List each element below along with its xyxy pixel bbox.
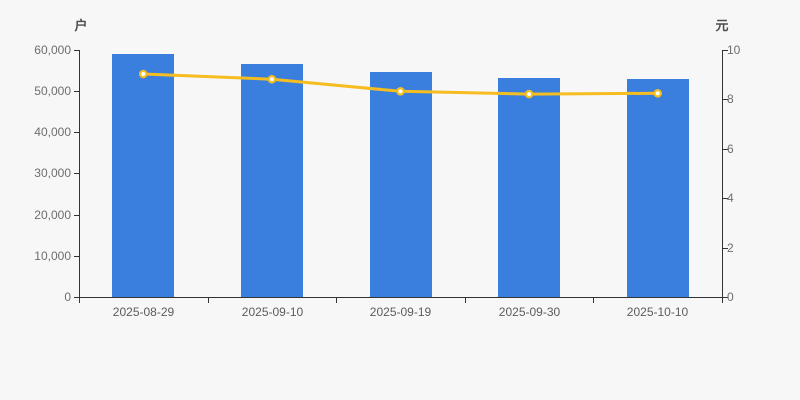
x-axis-tick [593, 298, 594, 303]
left-axis-tick [74, 132, 79, 133]
line-data-point[interactable] [396, 87, 405, 96]
left-axis-tick-label: 40,000 [34, 125, 71, 139]
x-axis-tick [722, 298, 723, 303]
left-axis-tick [74, 215, 79, 216]
right-axis-unit-label: 元 [715, 18, 729, 33]
x-axis-tick [336, 298, 337, 303]
left-axis-unit-label: 户 [74, 18, 88, 33]
right-y-axis-line [722, 50, 723, 299]
x-axis-tick [465, 298, 466, 303]
left-axis-tick [74, 91, 79, 92]
bar[interactable] [370, 72, 432, 297]
x-axis-category-label: 2025-08-29 [112, 305, 175, 319]
x-axis-tick [79, 298, 80, 303]
left-axis-tick-label: 10,000 [34, 249, 71, 263]
line-data-point[interactable] [524, 89, 534, 99]
right-axis-tick-label: 4 [727, 191, 734, 205]
left-axis-tick [74, 50, 79, 51]
left-axis-tick-label: 50,000 [34, 84, 71, 98]
right-axis-tick-label: 10 [727, 43, 741, 57]
x-axis-tick [208, 298, 209, 303]
x-axis-category-label: 2025-09-10 [241, 305, 304, 319]
x-axis-line [79, 297, 723, 298]
left-y-axis-line [79, 50, 80, 299]
left-axis-tick [74, 256, 79, 257]
x-axis-category-label: 2025-09-19 [369, 305, 432, 319]
left-axis-tick-label: 20,000 [34, 208, 71, 222]
left-axis-tick-label: 30,000 [34, 166, 71, 180]
right-axis-tick [723, 50, 728, 51]
right-axis-tick-label: 8 [727, 92, 734, 106]
right-axis-tick [723, 198, 728, 199]
right-axis-tick [723, 248, 728, 249]
left-axis-tick-label: 0 [64, 290, 71, 304]
line-data-point[interactable] [139, 69, 148, 79]
x-axis-category-label: 2025-09-30 [498, 305, 561, 319]
left-axis-tick [74, 297, 79, 298]
line-data-point[interactable] [267, 74, 277, 84]
right-axis-tick [723, 297, 728, 298]
left-axis-tick [74, 173, 79, 174]
line-data-point[interactable] [653, 89, 663, 98]
bar[interactable] [241, 64, 303, 297]
right-axis-tick-label: 0 [727, 290, 734, 304]
bar[interactable] [498, 78, 560, 297]
right-axis-tick [723, 99, 728, 100]
bar[interactable] [627, 79, 689, 297]
bar[interactable] [112, 54, 174, 297]
right-axis-tick-label: 6 [727, 142, 734, 156]
right-axis-tick-label: 2 [727, 241, 734, 255]
left-axis-tick-label: 60,000 [34, 43, 71, 57]
right-axis-tick [723, 149, 728, 150]
x-axis-category-label: 2025-10-10 [626, 305, 689, 319]
